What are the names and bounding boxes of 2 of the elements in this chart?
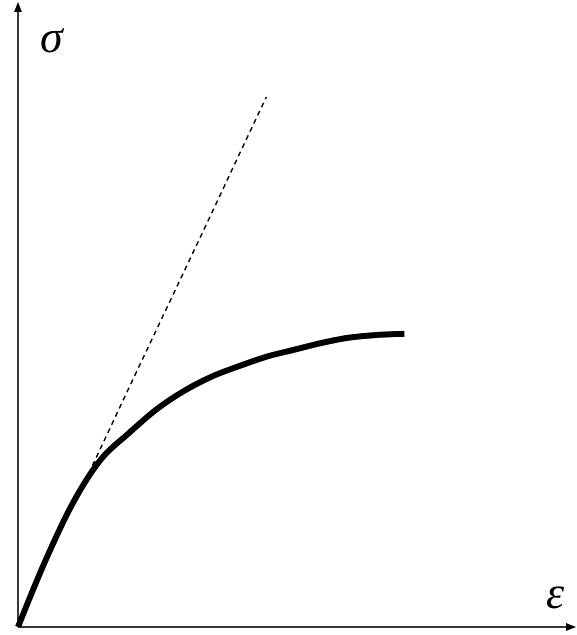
x-axis-title: ε [546, 567, 565, 618]
y-axis-title: σ [40, 11, 65, 62]
